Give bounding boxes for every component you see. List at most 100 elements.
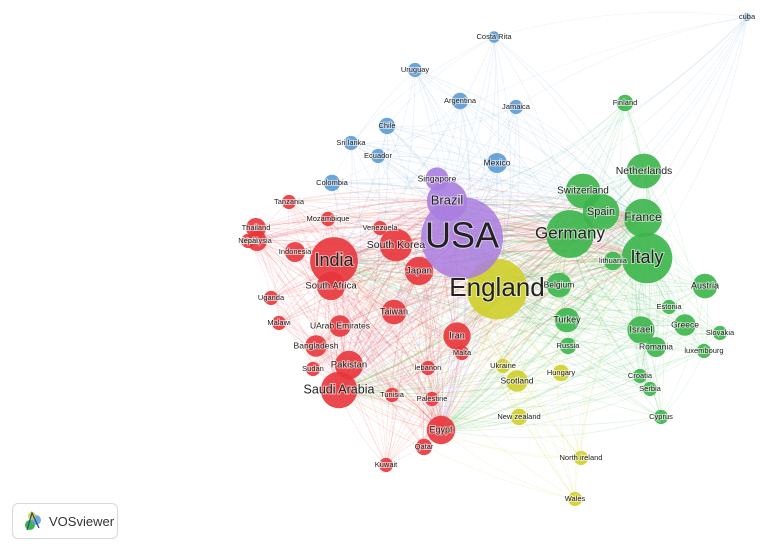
link xyxy=(338,217,644,391)
node-usa[interactable] xyxy=(421,197,503,279)
link xyxy=(493,36,571,235)
node-austria[interactable] xyxy=(692,273,718,299)
node-uarab-emirates[interactable] xyxy=(329,315,351,337)
node-costa-rita[interactable] xyxy=(488,31,500,43)
node-jamaica[interactable] xyxy=(508,99,524,115)
node-label: Russia xyxy=(557,341,581,350)
node-belgium[interactable] xyxy=(546,272,572,298)
node-hungary[interactable] xyxy=(552,364,570,382)
link xyxy=(333,260,518,382)
node-chile[interactable] xyxy=(378,117,396,135)
node-turkey[interactable] xyxy=(554,307,580,333)
link xyxy=(333,260,442,431)
node-south-korea[interactable] xyxy=(379,228,413,262)
link xyxy=(338,319,568,391)
node-label: Colombia xyxy=(316,178,349,187)
node-russia[interactable] xyxy=(559,337,577,355)
link xyxy=(646,16,748,259)
link xyxy=(288,201,442,431)
node-lebanon[interactable] xyxy=(420,360,436,376)
node-venezuela[interactable] xyxy=(372,220,388,236)
node-label: Serbia xyxy=(639,384,662,393)
node-sri-lanka[interactable] xyxy=(343,135,359,151)
link xyxy=(288,201,393,396)
node-mozambique[interactable] xyxy=(320,211,336,227)
node-israel[interactable] xyxy=(627,316,655,344)
node-iran[interactable] xyxy=(443,322,471,350)
link xyxy=(440,329,642,431)
node-label: UArab Emirates xyxy=(310,320,370,330)
node-serbia[interactable] xyxy=(642,381,658,397)
link xyxy=(440,372,562,431)
node-argentina[interactable] xyxy=(451,92,469,110)
node-ecuador[interactable] xyxy=(370,148,386,164)
node-kuwait[interactable] xyxy=(378,457,394,473)
node-label: New zealand xyxy=(497,412,540,421)
node-label: Sri lanka xyxy=(336,138,366,147)
node-label: Mozambique xyxy=(307,214,350,223)
link xyxy=(446,195,644,219)
link xyxy=(327,218,458,337)
node-tunisia[interactable] xyxy=(384,387,400,403)
node-saudi-arabia[interactable] xyxy=(320,371,358,409)
node-mexico[interactable] xyxy=(487,153,507,173)
node-romania[interactable] xyxy=(646,337,666,357)
link xyxy=(423,233,571,448)
node-wales[interactable] xyxy=(567,491,583,507)
link xyxy=(255,227,442,431)
node-new-zealand[interactable] xyxy=(510,408,528,426)
node-egypt[interactable] xyxy=(426,415,456,445)
node-label: USA xyxy=(425,215,499,256)
link xyxy=(247,240,442,431)
node-scotland[interactable] xyxy=(506,370,528,392)
node-japan[interactable] xyxy=(404,256,434,286)
node-uruguay[interactable] xyxy=(407,62,423,78)
node-bangladesh[interactable] xyxy=(305,335,327,357)
node-spain[interactable] xyxy=(582,193,620,231)
node-estonia[interactable] xyxy=(661,299,677,315)
node-france[interactable] xyxy=(623,198,663,238)
node-croatia[interactable] xyxy=(632,368,648,384)
link xyxy=(440,350,705,431)
link xyxy=(255,227,433,400)
link xyxy=(624,102,705,352)
node-uganda[interactable] xyxy=(263,290,279,306)
link xyxy=(338,233,571,391)
node-label: Netherlands xyxy=(616,165,673,177)
node-indonesia[interactable] xyxy=(285,242,305,262)
node-taiwan[interactable] xyxy=(381,299,407,325)
link xyxy=(440,217,644,431)
node-lithuania[interactable] xyxy=(603,251,623,271)
node-finland[interactable] xyxy=(616,94,634,112)
node-colombia[interactable] xyxy=(323,174,341,192)
link xyxy=(333,69,416,262)
link xyxy=(440,346,657,431)
node-luxembourg[interactable] xyxy=(696,343,712,359)
node-italy[interactable] xyxy=(621,232,673,284)
node-sudan[interactable] xyxy=(305,361,321,377)
node-label: Japan xyxy=(406,266,432,277)
node-slovakia[interactable] xyxy=(712,325,728,341)
node-india[interactable] xyxy=(310,237,358,285)
node-netherlands[interactable] xyxy=(626,153,662,189)
node-north-ireland[interactable] xyxy=(573,450,589,466)
node-cyprus[interactable] xyxy=(653,409,669,425)
link xyxy=(270,201,290,299)
link xyxy=(247,240,442,431)
node-cuba[interactable] xyxy=(742,12,752,22)
node-greece[interactable] xyxy=(674,314,696,336)
node-tanzania[interactable] xyxy=(281,194,297,210)
node-label: Israel xyxy=(629,325,652,336)
link xyxy=(315,345,442,431)
node-malaysia[interactable] xyxy=(247,231,267,251)
node-germany[interactable] xyxy=(546,210,594,258)
link xyxy=(333,260,651,390)
link xyxy=(339,325,442,431)
node-ukraine[interactable] xyxy=(495,358,511,374)
link xyxy=(660,285,706,418)
link xyxy=(247,240,341,327)
node-qatar[interactable] xyxy=(415,438,433,456)
node-label: Belgium xyxy=(544,279,575,289)
node-palestine[interactable] xyxy=(424,391,440,407)
node-malawi[interactable] xyxy=(271,315,287,331)
